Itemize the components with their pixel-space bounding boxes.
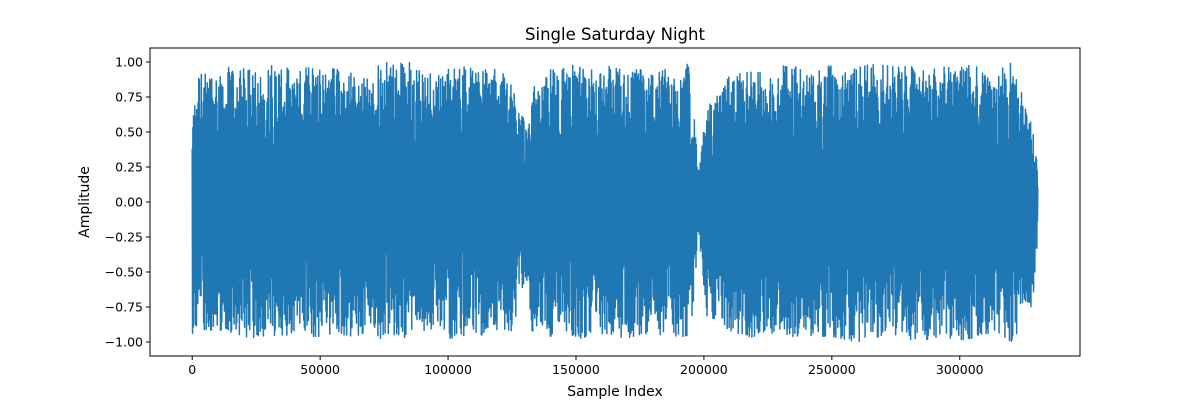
y-axis-label: Amplitude — [77, 166, 93, 238]
y-tick-label: −1.00 — [105, 335, 143, 350]
x-tick-label: 200000 — [680, 362, 728, 377]
x-tick-label: 300000 — [936, 362, 984, 377]
x-tick-label: 50000 — [300, 362, 340, 377]
x-tick-label: 250000 — [808, 362, 856, 377]
y-tick-label: 0.75 — [115, 90, 143, 105]
y-tick-label: −0.25 — [105, 230, 143, 245]
y-tick-label: 0.50 — [115, 125, 143, 140]
chart-title: Single Saturday Night — [525, 25, 705, 44]
y-tick-label: −0.75 — [105, 300, 143, 315]
waveform-line — [191, 61, 1039, 343]
y-tick-label: 0.25 — [115, 160, 143, 175]
x-tick-label: 100000 — [424, 362, 472, 377]
x-axis-label: Sample Index — [567, 384, 662, 400]
x-tick-label: 0 — [188, 362, 196, 377]
y-tick-label: 0.00 — [115, 195, 143, 210]
y-tick-label: 1.00 — [115, 55, 143, 70]
y-axis-ticks: 1.00 0.75 0.50 0.25 0.00 −0.25 −0.50 −0.75 −1.00 — [105, 55, 150, 350]
x-tick-label: 150000 — [552, 362, 600, 377]
x-axis-ticks: 0 50000 100000 150000 200000 250000 300000 — [188, 356, 984, 377]
plot-area — [191, 61, 1039, 343]
y-tick-label: −0.50 — [105, 265, 143, 280]
